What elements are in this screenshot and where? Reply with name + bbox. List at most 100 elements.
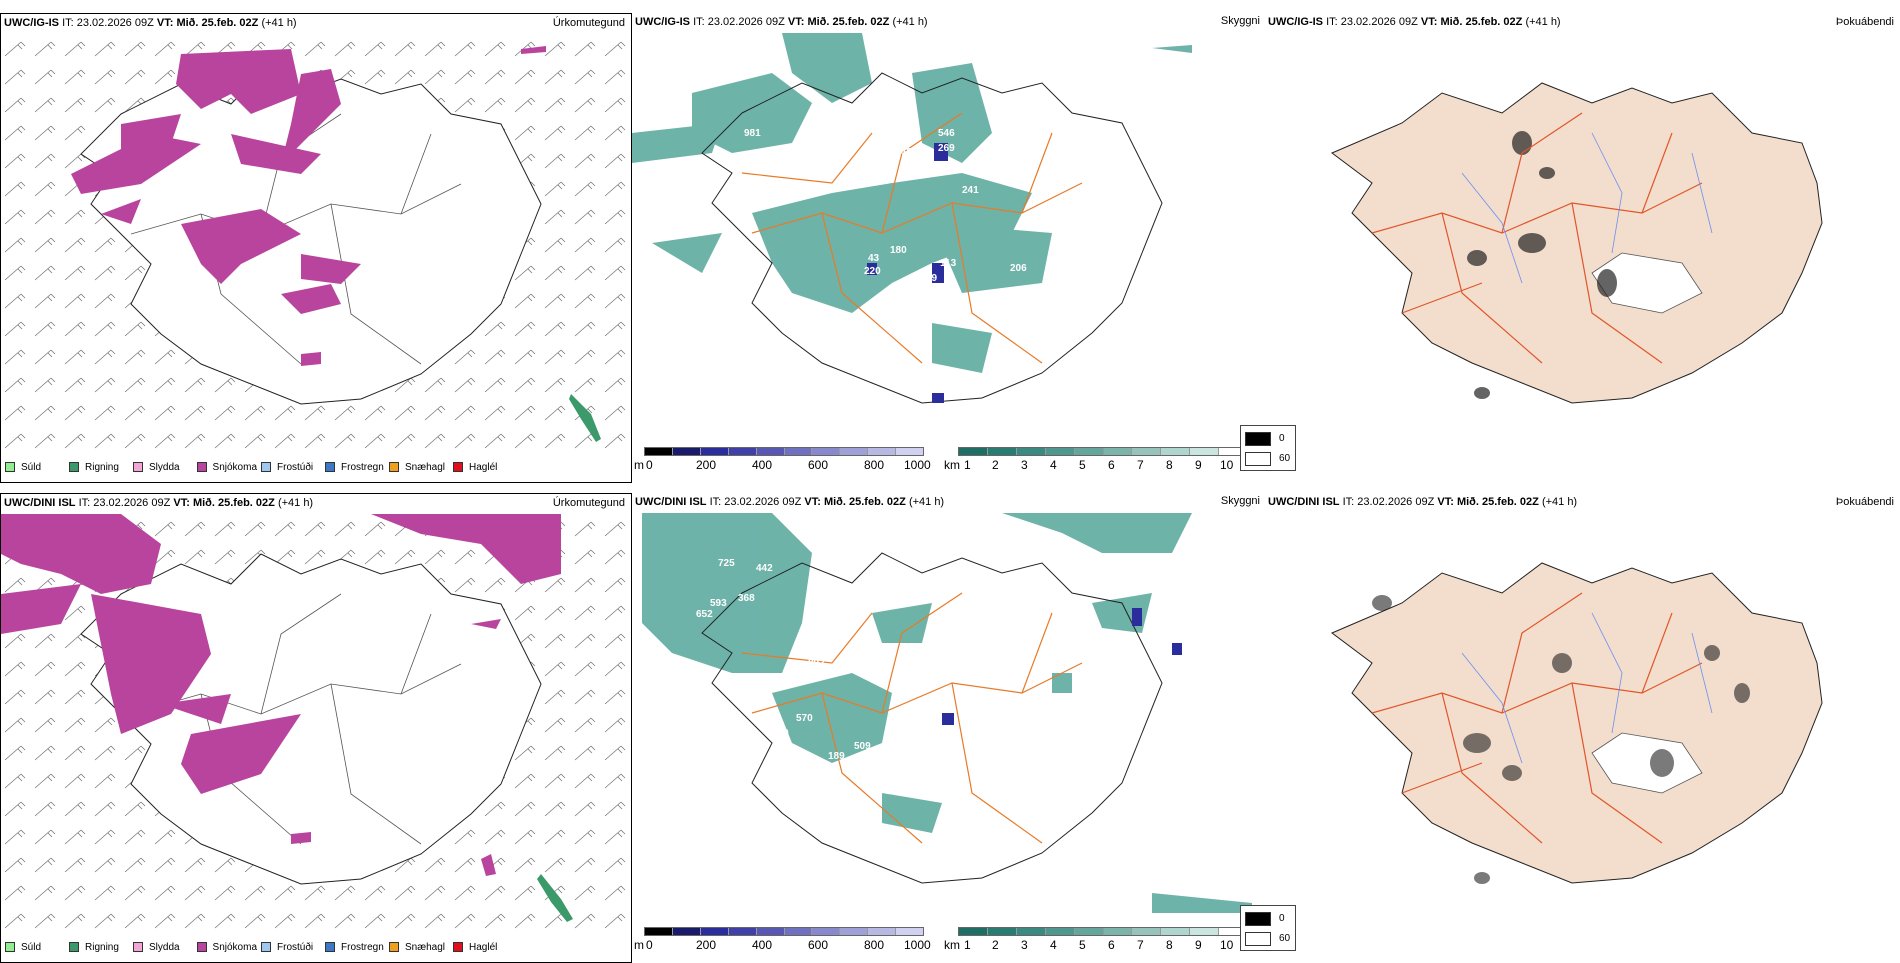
ceiling-tick: 0 [646, 458, 653, 472]
ceiling-colorbar-strip [644, 447, 924, 456]
precip-legend: Súld Rigning Slydda Snjókoma Frostúði Fr… [5, 938, 517, 956]
legend-swatch [325, 462, 335, 472]
visibility-colorbar: km 1 2 3 4 5 6 7 8 9 10 [944, 447, 1254, 477]
visibility-tick: 7 [1137, 938, 1144, 952]
it-value: 23.02.2026 09Z [1340, 16, 1418, 28]
cloud-base-label: 241 [962, 185, 979, 196]
legend-swatch [5, 942, 15, 952]
legend-label: Haglél [469, 941, 498, 953]
iceland-land [1331, 562, 1823, 884]
vt-label: VT: [1437, 496, 1454, 508]
fog-swatch-high [1245, 432, 1271, 446]
panel-header: UWC/DINI ISL IT: 23.02.2026 09Z VT: Mið.… [635, 496, 1192, 512]
it-label: IT: [78, 497, 91, 509]
cloud-base-label: 586 [1122, 638, 1139, 649]
visibility-tick: 3 [1021, 938, 1028, 952]
road-network [741, 592, 1083, 844]
precip-type-panel[interactable]: UWC/DINI ISL IT: 23.02.2026 09Z VT: Mið.… [0, 493, 632, 963]
visibility-tick: 6 [1108, 938, 1115, 952]
legend-item: Snjókoma [197, 458, 257, 476]
rain-strip [569, 394, 601, 442]
legend-label: Slydda [149, 461, 180, 473]
road-network [1371, 592, 1703, 844]
ceiling-tick: 1000 [904, 938, 931, 952]
precip-legend: Súld Rigning Slydda Snjókoma Frostúði Fr… [5, 458, 517, 476]
fog-swatch-low [1245, 932, 1271, 946]
legend-item: Snjókoma [197, 938, 257, 956]
model-name: UWC/IG-IS [1268, 16, 1323, 28]
vt-label: VT: [173, 497, 190, 509]
it-value: 23.02.2026 09Z [76, 17, 154, 29]
ceiling-tick: 200 [696, 938, 717, 952]
ceiling-tick: 800 [864, 938, 885, 952]
forecast-row-ig-is: UWC/IG-IS IT: 23.02.2026 09Z VT: Mið. 25… [0, 13, 1900, 483]
precip-map [1, 514, 631, 934]
road-network [741, 112, 1083, 364]
visibility-unit: km [944, 458, 960, 472]
visibility-tick: 1 [964, 458, 971, 472]
visibility-tick: 7 [1137, 458, 1144, 472]
fog-indicator-panel[interactable]: UWC/IG-IS IT: 23.02.2026 09Z VT: Mið. 25… [1240, 13, 1900, 483]
visibility-colorbar: km 1 2 3 4 5 6 7 8 9 10 [944, 927, 1254, 957]
panel-title: Skyggni [1220, 15, 1260, 27]
precip-type-panel[interactable]: UWC/IG-IS IT: 23.02.2026 09Z VT: Mið. 25… [0, 13, 632, 483]
legend-swatch [133, 942, 143, 952]
visibility-unit: km [944, 938, 960, 952]
legend-swatch [69, 462, 79, 472]
fog-legend: 0 60 [1240, 425, 1296, 471]
ceiling-colorbar: m 0 200 400 600 800 1000 [634, 927, 934, 957]
rain-strip [537, 874, 573, 922]
model-name: UWC/DINI ISL [635, 496, 707, 508]
vt-value: Mið. 25.feb. 02Z [823, 496, 906, 508]
precip-map [1, 34, 631, 454]
legend-label: Snæhagl [405, 461, 446, 473]
cloud-base-label: 42 [924, 867, 936, 878]
it-label: IT: [693, 16, 705, 28]
legend-item: Snæhagl [389, 938, 449, 956]
fog-map [1331, 82, 1823, 404]
legend-label: Snæhagl [405, 941, 446, 953]
legend-swatch [261, 462, 271, 472]
visibility-tick: 9 [1195, 938, 1202, 952]
cloud-base-label: 368 [738, 593, 755, 604]
legend-swatch [197, 942, 207, 952]
legend-swatch [5, 462, 15, 472]
legend-swatch [133, 462, 143, 472]
cloud-base-label: 19 [926, 273, 938, 284]
ceiling-tick: 800 [864, 458, 885, 472]
cloud-base-label: 725 [718, 558, 735, 569]
legend-item: Súld [5, 458, 65, 476]
cloud-base-label: 652 [696, 609, 713, 620]
fog-glacier [1591, 252, 1703, 314]
cloud-base-label: 793 [788, 673, 805, 684]
legend-label: Haglél [469, 461, 498, 473]
fog-legend-high: 0 [1279, 913, 1285, 924]
legend-item: Haglél [453, 938, 513, 956]
cloud-base-label: 546 [938, 128, 955, 139]
cloud-base-label: 180 [890, 245, 907, 256]
legend-item: Frostregn [325, 938, 385, 956]
legend-item: Rigning [69, 938, 129, 956]
cloud-ceiling-panel[interactable]: UWC/IG-IS IT: 23.02.2026 09Z VT: Mið. 25… [632, 13, 1262, 483]
fog-legend-low: 60 [1279, 933, 1291, 944]
cloud-ceiling-panel[interactable]: UWC/DINI ISL IT: 23.02.2026 09Z VT: Mið.… [632, 493, 1262, 963]
legend-swatch [261, 942, 271, 952]
vt-value: Mið. 25.feb. 02Z [176, 17, 259, 29]
visibility-tick: 2 [992, 938, 999, 952]
visibility-tick: 1 [964, 938, 971, 952]
vt-value: Mið. 25.feb. 02Z [192, 497, 275, 509]
visibility-tick: 8 [1166, 458, 1173, 472]
legend-label: Snjókoma [212, 941, 257, 953]
it-value: 23.02.2026 09Z [707, 16, 785, 28]
fog-indicator-panel[interactable]: UWC/DINI ISL IT: 23.02.2026 09Z VT: Mið.… [1240, 493, 1900, 963]
cloud-areas [632, 33, 1192, 373]
panel-title: Skyggni [1220, 495, 1260, 507]
snow-areas [71, 46, 546, 366]
ceiling-tick: 400 [752, 938, 773, 952]
iceland-outline [701, 552, 1163, 884]
legend-item: Frostúði [261, 938, 321, 956]
cloud-base-label: 207 [816, 767, 833, 778]
panel-title: Þokuábendi [1835, 496, 1894, 508]
visibility-colorbar-strip [958, 927, 1248, 936]
cloud-base-label: 41 [1050, 693, 1062, 704]
